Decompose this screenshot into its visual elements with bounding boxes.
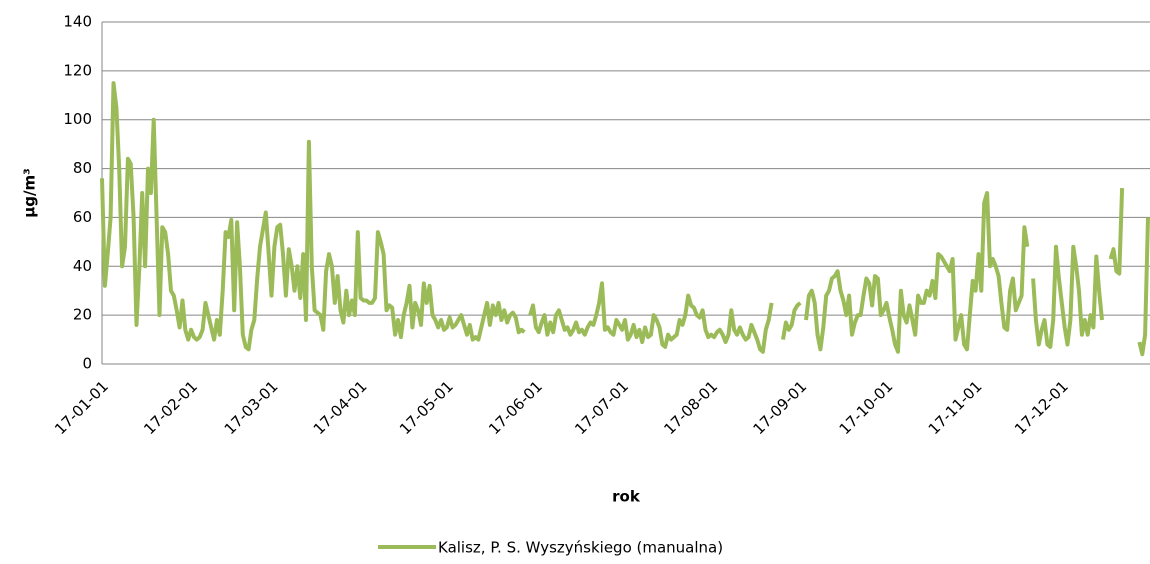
data-line (1031, 244, 1104, 349)
x-tick-label: 17-10-01 (836, 377, 897, 438)
x-tick-label: 17-04-01 (310, 377, 371, 438)
x-tick-label: 17-09-01 (749, 377, 810, 438)
y-tick-label: 60 (73, 208, 92, 226)
y-tick-label: 0 (82, 355, 92, 373)
y-tick-label: 40 (73, 257, 92, 275)
x-tick-label: 17-11-01 (925, 377, 986, 438)
x-tick-label: 17-05-01 (396, 377, 457, 438)
x-tick-label: 17-06-01 (485, 377, 546, 438)
data-line (1108, 188, 1125, 276)
y-tick-label: 120 (63, 61, 92, 79)
y-tick-label: 80 (73, 159, 92, 177)
x-tick-label: 17-12-01 (1011, 377, 1072, 438)
data-line (804, 191, 1030, 354)
data-line (781, 301, 802, 340)
x-tick-label: 17-07-01 (571, 377, 632, 438)
legend-label: Kalisz, P. S. Wyszyńskiego (manualna) (438, 539, 723, 557)
x-tick-label: 17-08-01 (660, 377, 721, 438)
data-line (1137, 217, 1150, 357)
y-tick-label: 100 (63, 110, 92, 128)
data-line (528, 281, 774, 354)
x-tick-label: 17-02-01 (140, 377, 201, 438)
x-tick-label: 17-01-01 (51, 377, 112, 438)
y-tick-label: 20 (73, 306, 92, 324)
data-line (100, 81, 526, 352)
x-tick-label: 17-03-01 (221, 377, 282, 438)
y-axis-title: µg/m³ (21, 168, 39, 217)
y-tick-label: 140 (63, 13, 92, 31)
x-axis-title: rok (612, 488, 641, 506)
